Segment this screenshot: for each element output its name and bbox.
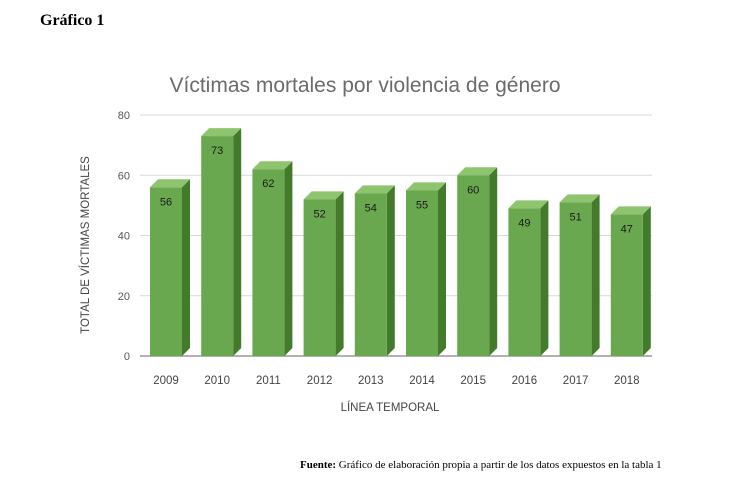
data-label: 51 (569, 211, 581, 223)
chart-title: Víctimas mortales por violencia de géner… (169, 74, 560, 97)
bar-2018: 47 (610, 206, 651, 356)
x-tick-label: 2018 (614, 375, 640, 387)
bar-front (508, 208, 541, 356)
bar-side (540, 200, 549, 356)
x-axis-ticks: 2009 2010 2011 2012 2013 2014 2015 2016 2017 2018 (153, 375, 639, 387)
bar-2015: 60 (457, 167, 498, 356)
bar-side (591, 194, 600, 356)
data-label: 55 (416, 199, 428, 211)
data-label: 62 (262, 178, 274, 190)
bar-side (489, 167, 498, 356)
bar-front (150, 187, 182, 356)
bar-top (559, 194, 600, 203)
figure-heading: Gráfico 1 (40, 12, 105, 29)
bar-2014: 55 (406, 182, 446, 356)
bar-2017: 51 (559, 194, 600, 356)
bar-side (642, 206, 651, 356)
bar-front (303, 199, 336, 356)
data-label: 73 (211, 145, 223, 157)
data-label: 56 (160, 196, 172, 208)
x-tick-label: 2013 (358, 375, 384, 387)
data-label: 54 (365, 202, 377, 214)
bar-front (610, 214, 643, 356)
x-tick-label: 2015 (460, 375, 486, 387)
bar-side (386, 185, 395, 356)
x-tick-label: 2016 (512, 375, 538, 387)
x-axis-label: LÍNEA TEMPORAL (341, 401, 440, 414)
bar-top (610, 206, 651, 215)
bar-top (508, 200, 549, 209)
y-tick-label: 0 (124, 351, 130, 363)
x-tick-label: 2011 (256, 375, 281, 387)
bar-top (201, 128, 242, 137)
bar-top (303, 191, 344, 200)
data-label: 52 (313, 208, 325, 220)
y-tick-label: 40 (118, 231, 130, 243)
bar-side (438, 182, 446, 356)
bar-top (252, 161, 293, 170)
source-note: Fuente: Gráfico de elaboración propia a … (300, 459, 662, 471)
bar-front (559, 202, 592, 356)
x-tick-label: 2014 (409, 375, 435, 387)
x-tick-label: 2009 (153, 375, 179, 387)
bar-front (457, 175, 490, 356)
data-label: 60 (467, 184, 479, 196)
bar-top (457, 167, 498, 176)
bar-top (150, 179, 190, 188)
bar-2010: 73 (201, 128, 242, 356)
bar-2009: 56 (150, 179, 190, 356)
x-tick-label: 2017 (563, 375, 589, 387)
bar-side (284, 161, 293, 356)
bar-front (201, 136, 234, 356)
bar-2011: 62 (252, 161, 293, 356)
data-label: 47 (621, 223, 633, 235)
y-tick-label: 60 (118, 170, 130, 182)
x-tick-label: 2010 (204, 375, 230, 387)
bar-side (233, 128, 242, 356)
y-axis-ticks: 0 20 40 60 80 (118, 110, 130, 363)
bar-2013: 54 (354, 185, 395, 356)
bar-front (354, 193, 387, 356)
bar-front (406, 190, 438, 356)
bar-front (252, 169, 285, 356)
bars: 56 73 62 52 54 55 60 49 51 47 (150, 128, 651, 356)
bar-side (335, 191, 344, 356)
data-label: 49 (518, 217, 530, 229)
bar-2012: 52 (303, 191, 344, 356)
source-text: Gráfico de elaboración propia a partir d… (338, 459, 662, 471)
y-tick-label: 80 (118, 110, 130, 122)
bar-top (406, 182, 446, 191)
x-tick-label: 2012 (307, 375, 333, 387)
source-label: Fuente: (300, 459, 337, 471)
y-axis-label: TOTAL DE VÍCTIMAS MORTALES (79, 156, 92, 334)
bar-top (354, 185, 395, 194)
bar-side (182, 179, 190, 356)
y-tick-label: 20 (118, 291, 130, 303)
bar-2016: 49 (508, 200, 549, 356)
